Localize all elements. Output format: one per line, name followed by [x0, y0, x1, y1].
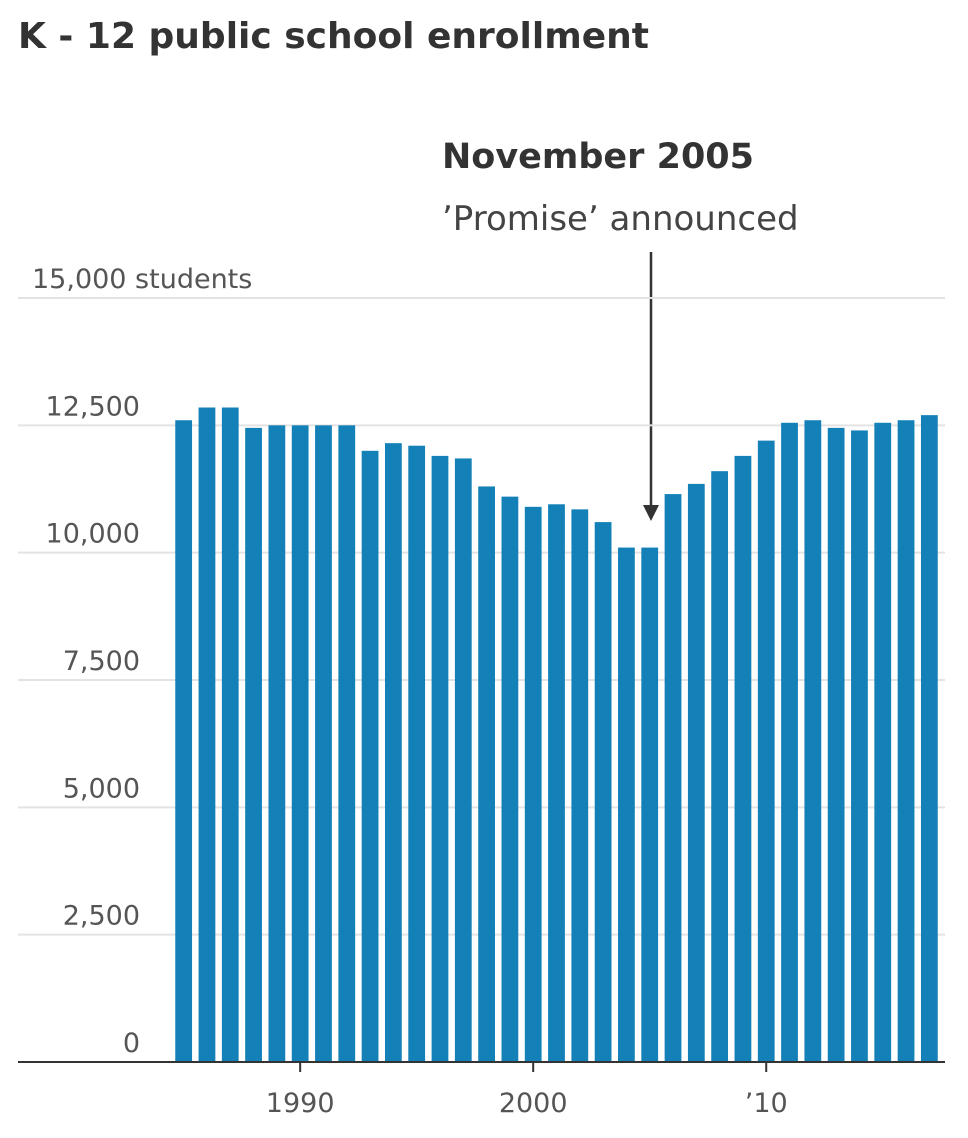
bar — [501, 496, 519, 1062]
bar — [384, 443, 402, 1062]
bar — [315, 425, 332, 1062]
y-tick-label: 7,500 — [63, 646, 140, 677]
bar — [827, 427, 845, 1062]
y-tick-label: 15,000 students — [32, 264, 252, 295]
bar — [734, 455, 752, 1063]
bar — [920, 415, 938, 1062]
bar — [478, 486, 495, 1062]
bar — [291, 425, 309, 1062]
bar — [804, 420, 822, 1062]
bar — [781, 422, 798, 1063]
bar — [687, 483, 705, 1062]
bar — [711, 471, 729, 1062]
bar — [548, 504, 565, 1062]
bar — [361, 450, 379, 1062]
y-tick-label: 5,000 — [63, 773, 140, 804]
bar — [897, 420, 915, 1062]
bar — [524, 506, 542, 1062]
annotation-title: November 2005 — [442, 137, 754, 177]
bar — [641, 547, 659, 1062]
bar — [874, 422, 892, 1063]
bar — [594, 522, 612, 1062]
chart-title: K - 12 public school enrollment — [18, 16, 649, 57]
x-tick-label: 1990 — [266, 1088, 335, 1119]
bar — [268, 425, 286, 1062]
bar — [221, 407, 239, 1062]
y-tick-label: 12,500 — [46, 391, 140, 422]
annotation-arrowhead — [643, 505, 659, 521]
x-tick-label: ’10 — [745, 1088, 788, 1119]
bar — [851, 430, 868, 1063]
bar — [618, 547, 635, 1062]
y-tick-label: 0 — [123, 1028, 140, 1059]
bar — [571, 509, 589, 1063]
bar — [431, 455, 449, 1063]
bar — [245, 427, 262, 1062]
y-tick-label: 2,500 — [63, 901, 140, 932]
bar — [198, 407, 216, 1062]
y-tick-label: 10,000 — [46, 519, 140, 550]
bar — [664, 494, 682, 1062]
bar — [454, 458, 472, 1062]
bar — [175, 420, 193, 1062]
annotation-text: ’Promise’ announced — [442, 199, 799, 239]
bar — [408, 445, 426, 1062]
x-tick-label: 2000 — [499, 1088, 568, 1119]
bar — [757, 440, 775, 1062]
bar — [338, 425, 356, 1062]
